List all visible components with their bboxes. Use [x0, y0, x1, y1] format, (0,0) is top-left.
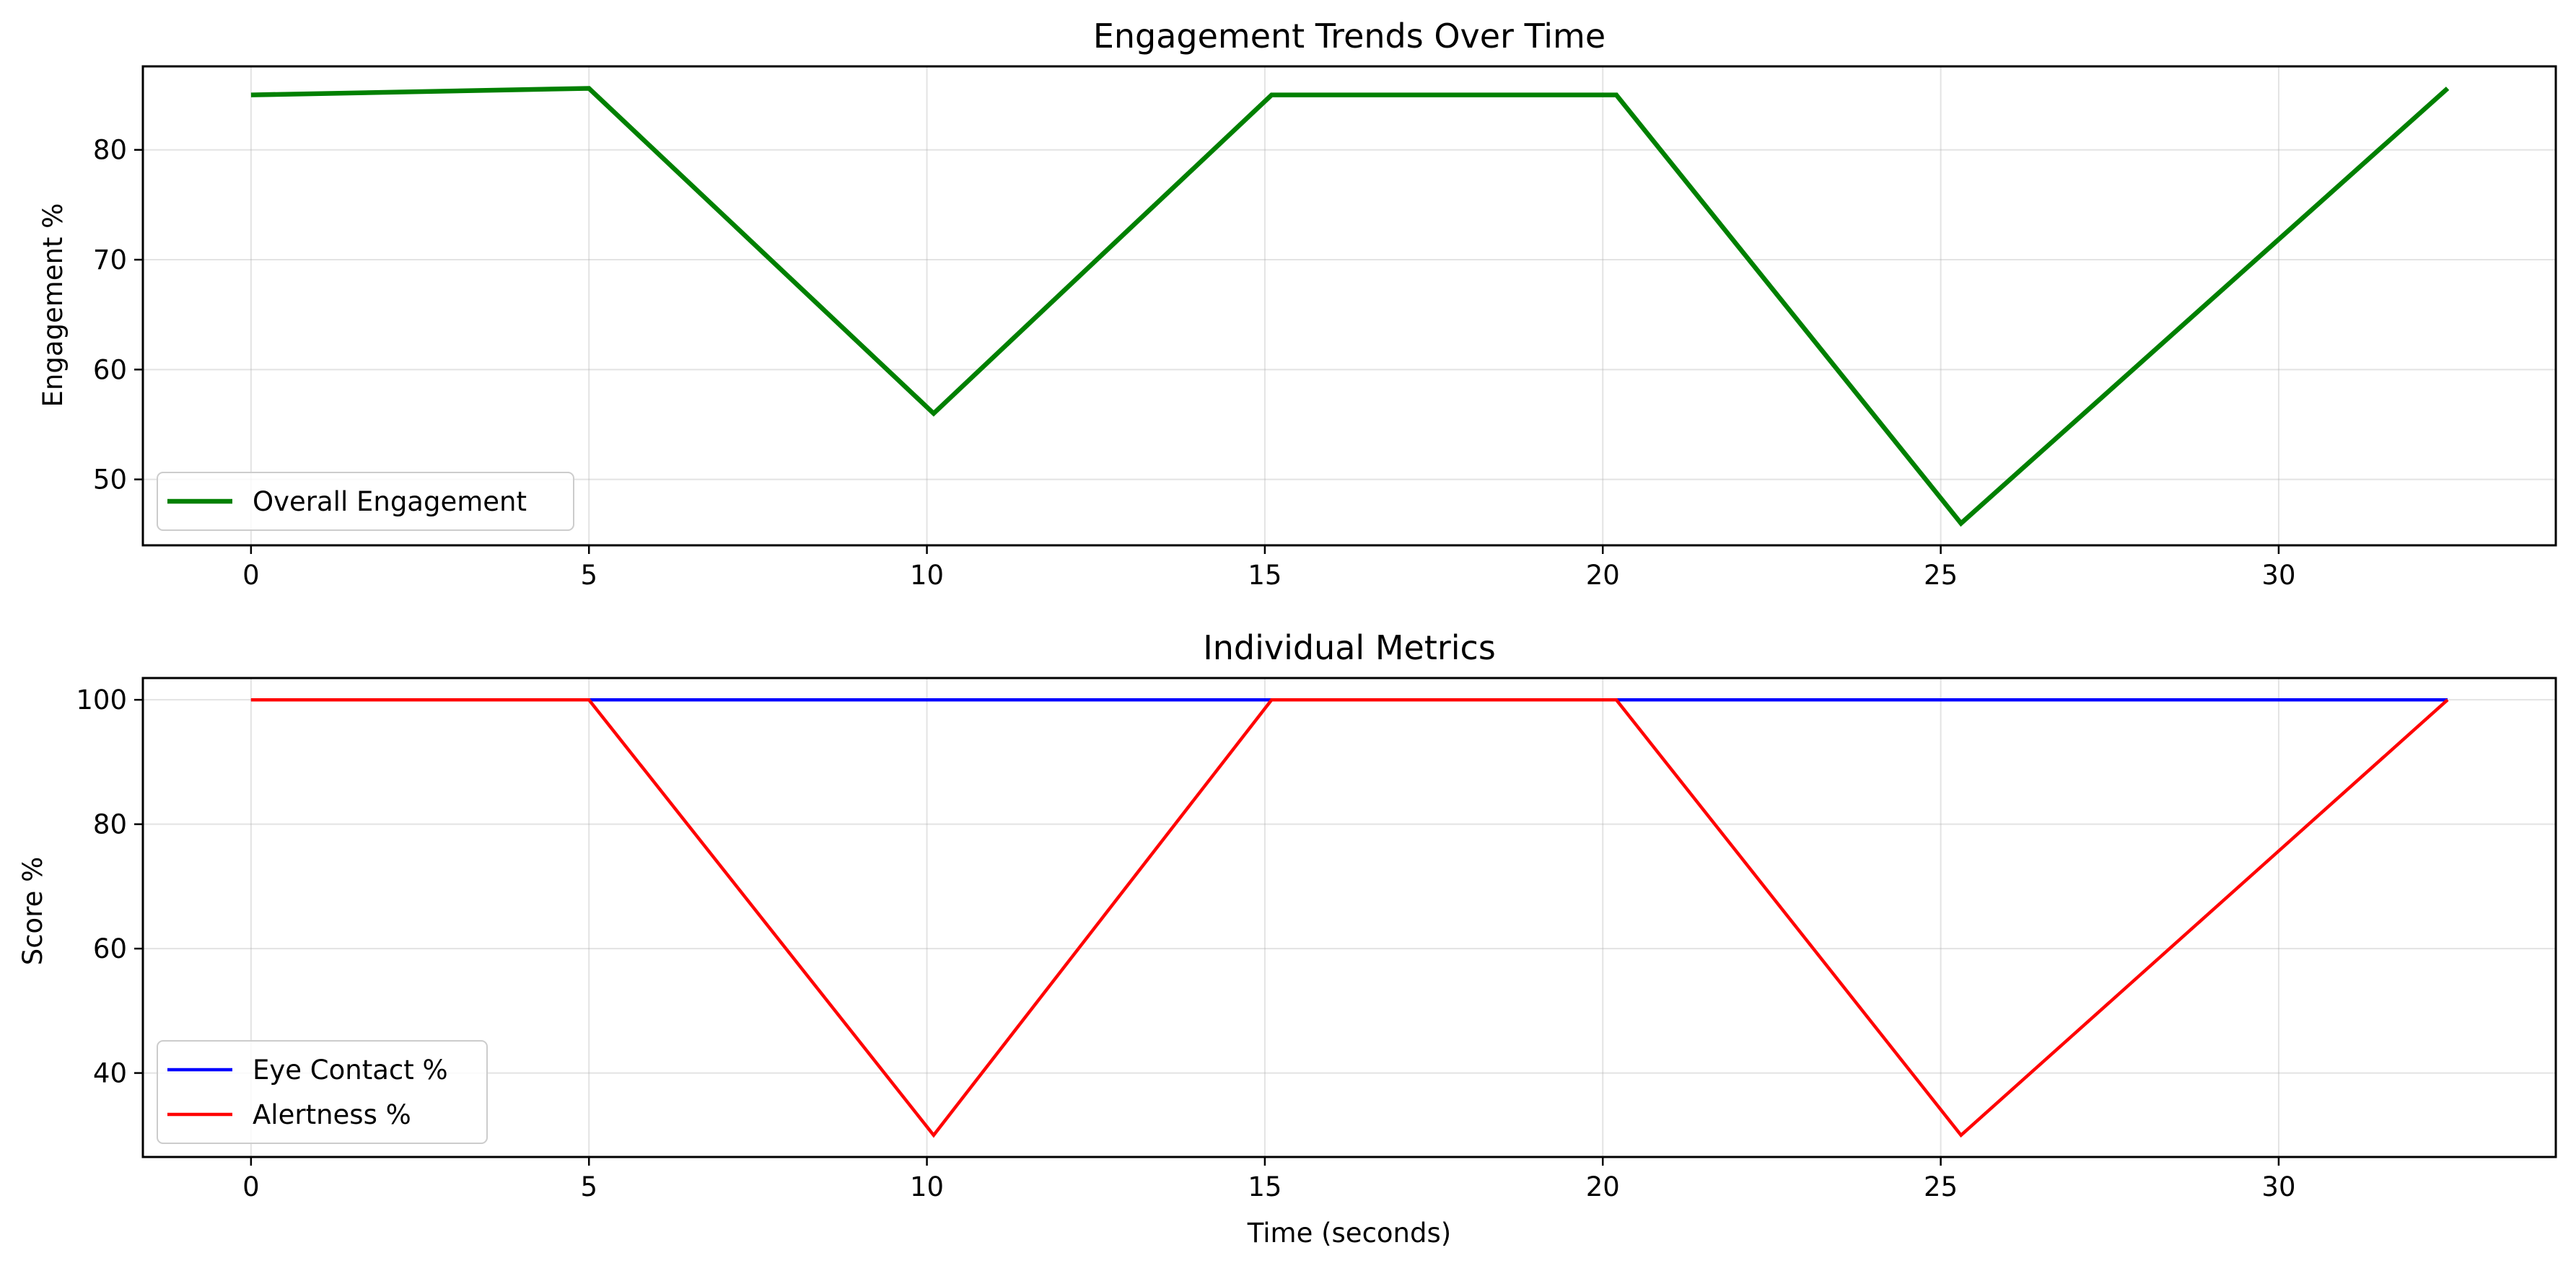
engagement-x-tick-label: 30 [2261, 560, 2295, 591]
engagement-legend-box [157, 472, 574, 531]
metrics-lines [250, 698, 2449, 1138]
series-line-alertness [250, 698, 2449, 1138]
metrics-x-tick-label: 30 [2261, 1171, 2295, 1202]
legend-label-alertness: Alertness % [253, 1099, 411, 1130]
engagement-x-tick-label: 15 [1248, 560, 1282, 591]
engagement-x-tick-label: 25 [1924, 560, 1958, 591]
metrics-x-axis-label: Time (seconds) [1247, 1218, 1451, 1249]
engagement-x-tick-label: 5 [580, 560, 597, 591]
metrics-x-tick-label: 5 [580, 1171, 597, 1202]
metrics-legend: Eye Contact % Alertness % [157, 1040, 488, 1144]
engagement-panel: Engagement Trends Over Time Engagement %… [38, 17, 2557, 591]
engagement-y-axis-label: Engagement % [38, 203, 69, 408]
metrics-x-tick-label: 0 [242, 1171, 260, 1202]
series-line-overall-engagement [250, 86, 2450, 527]
engagement-legend: Overall Engagement [157, 472, 574, 531]
metrics-y-axis-label: Score % [17, 857, 48, 966]
engagement-x-tick-label: 10 [910, 560, 944, 591]
metrics-y-tick-label: 80 [93, 809, 127, 840]
metrics-x-tick-label: 20 [1586, 1171, 1620, 1202]
engagement-y-tick-label: 50 [93, 465, 127, 496]
engagement-lines [250, 86, 2450, 527]
legend-label-eye-contact: Eye Contact % [253, 1055, 448, 1086]
engagement-y-tick-label: 70 [93, 245, 127, 276]
engagement-y-tick-label: 80 [93, 135, 127, 166]
engagement-plot-frame [141, 65, 2557, 547]
metrics-y-tick-label: 40 [93, 1058, 127, 1089]
metrics-title: Individual Metrics [1203, 628, 1496, 667]
metrics-x-tick-label: 10 [910, 1171, 944, 1202]
engagement-x-tick-label: 0 [242, 560, 260, 591]
metrics-x-tick-label: 15 [1248, 1171, 1282, 1202]
engagement-y-tick-label: 60 [93, 354, 127, 385]
metrics-panel: Individual Metrics Score % Time (seconds… [17, 628, 2557, 1249]
metrics-x-tick-label: 25 [1924, 1171, 1958, 1202]
legend-label-overall-engagement: Overall Engagement [253, 486, 527, 517]
metrics-legend-box [157, 1040, 488, 1144]
metrics-plot-frame [141, 677, 2557, 1158]
engagement-title: Engagement Trends Over Time [1093, 17, 1605, 56]
metrics-y-tick-label: 60 [93, 933, 127, 964]
engagement-ticks: 0 5 10 15 20 25 30 50 60 70 80 [93, 135, 2296, 591]
engagement-x-tick-label: 20 [1586, 560, 1620, 591]
metrics-ticks: 0 5 10 15 20 25 30 40 60 80 100 [76, 685, 2295, 1202]
metrics-y-tick-label: 100 [76, 685, 127, 716]
